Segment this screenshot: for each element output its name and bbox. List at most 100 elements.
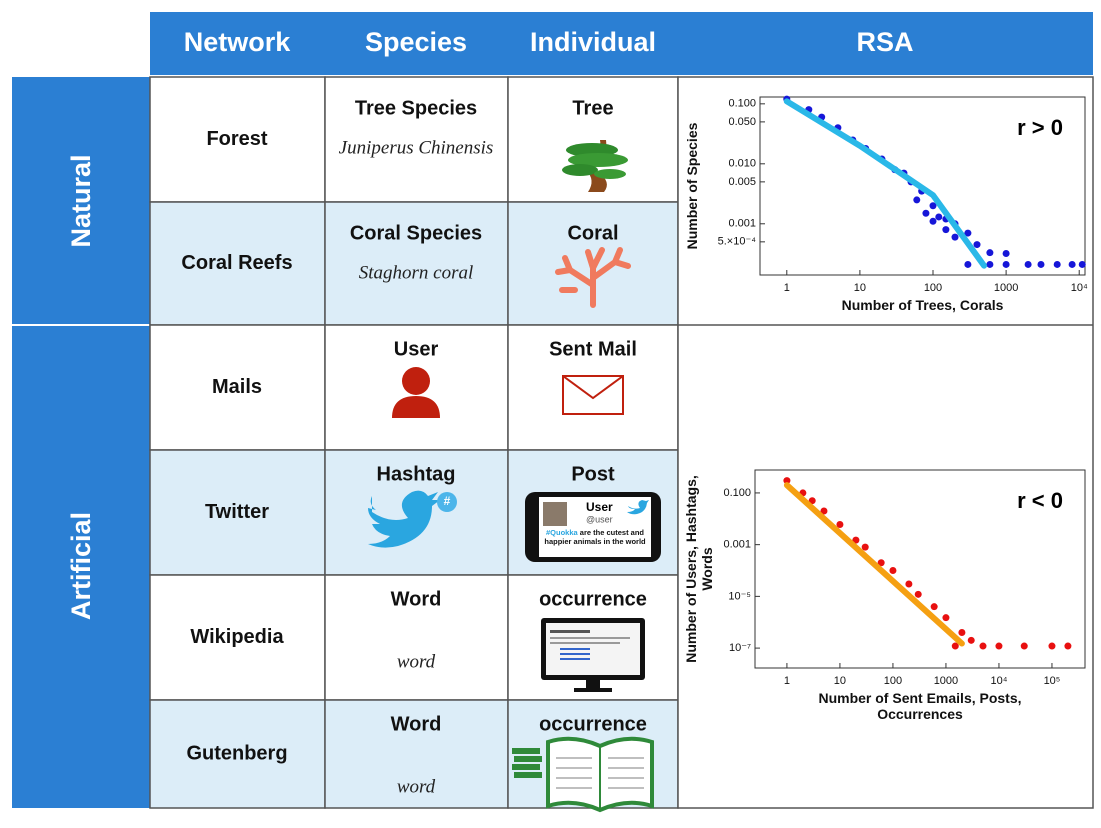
- x-axis-label: Number of Trees, Corals: [841, 297, 1004, 313]
- data-point: [913, 196, 921, 204]
- header-cell: Network: [184, 27, 292, 57]
- x-axis-label: Number of Sent Emails, Posts, Occurrence…: [818, 690, 1022, 722]
- header-cell: RSA: [856, 27, 913, 57]
- network-name: Mails: [212, 376, 262, 398]
- individual-name: Sent Mail: [549, 338, 637, 360]
- annotation: r > 0: [1017, 115, 1063, 140]
- species-example: word: [397, 776, 436, 797]
- data-point: [942, 614, 950, 622]
- data-point: [1068, 260, 1076, 268]
- x-tick-label: 100: [884, 675, 902, 687]
- data-point: [1064, 642, 1072, 650]
- header-cell: Individual: [530, 27, 656, 57]
- data-point: [929, 202, 937, 210]
- individual-name: Coral: [567, 222, 618, 244]
- data-point: [935, 213, 943, 221]
- y-tick-label: 0.100: [723, 487, 751, 499]
- y-tick-label: 0.001: [723, 539, 751, 551]
- individual-name: occurrence: [539, 713, 647, 735]
- y-tick-label: 10⁻⁵: [728, 590, 751, 602]
- x-axis-label-text: Number of Trees, Corals: [841, 297, 1004, 313]
- data-point: [1024, 260, 1032, 268]
- charts: 1 10 100 1000 10⁴ 0.100 0.050 0.010 0.005 0.001 5.…: [683, 95, 1088, 722]
- species-example: word: [397, 651, 436, 672]
- data-point: [905, 580, 913, 588]
- fit-line: [783, 482, 965, 647]
- y-axis-label: Number of Users, Hashtags, Words: [683, 475, 715, 663]
- data-point: [973, 241, 981, 249]
- rsa-cell: [677, 76, 1094, 809]
- data-point: [1048, 642, 1056, 650]
- y-tick-label: 0.050: [728, 116, 756, 128]
- data-point: [930, 603, 938, 611]
- monitor-icon: [541, 618, 645, 692]
- phone-icon: User @user #Quokka are the cutest and ha…: [525, 492, 661, 562]
- data-point: [967, 636, 975, 644]
- x-tick-label: 10: [834, 675, 846, 687]
- network-name: Forest: [206, 128, 267, 150]
- post-text: are the cutest and happier animals in th…: [544, 528, 646, 546]
- species-name: User: [394, 338, 439, 360]
- x-tick-label: 1: [784, 282, 790, 294]
- cell: [149, 449, 326, 576]
- bird-icon: #: [368, 490, 457, 548]
- data-point: [995, 642, 1003, 650]
- x-tick-label: 1000: [994, 282, 1018, 294]
- header-cell: Species: [365, 27, 467, 57]
- y-tick-label: 0.100: [728, 98, 756, 110]
- y-axis-label: Number of Species: [684, 123, 700, 250]
- x-tick-label: 10: [854, 282, 866, 294]
- data-point: [852, 536, 860, 544]
- post-body: #Quokka are the cutest and happier anima…: [544, 528, 646, 546]
- network-name: Wikipedia: [190, 626, 284, 648]
- tree-icon: [562, 140, 628, 192]
- individual-name: Tree: [572, 97, 613, 119]
- y-tick-label: 10⁻⁷: [729, 642, 751, 654]
- post-user: User: [586, 500, 613, 514]
- data-point: [979, 642, 987, 650]
- plot-frame: [759, 96, 1086, 276]
- data-point: [964, 229, 972, 237]
- data-point: [951, 642, 959, 650]
- data-point: [877, 559, 885, 567]
- network-name: Gutenberg: [186, 742, 287, 764]
- cell: [149, 201, 326, 326]
- y-tick-label: 0.010: [728, 158, 756, 170]
- post-handle: @user: [586, 514, 613, 524]
- species-name: Coral Species: [350, 222, 482, 244]
- data-point: [1020, 642, 1028, 650]
- y-tick-label: 0.005: [728, 176, 756, 188]
- cell: [149, 574, 326, 701]
- data-point: [964, 260, 972, 268]
- x-tick-label: 100: [924, 282, 942, 294]
- header-band: [150, 12, 1093, 75]
- cell: [324, 699, 509, 809]
- x-tick-label: 10⁴: [1071, 282, 1088, 294]
- group-label: Natural: [66, 154, 96, 247]
- x-axis-label-text: Number of Sent Emails, Posts, Occurrence…: [818, 690, 1022, 722]
- y-axis-label-text: Number of Users, Hashtags, Words: [683, 475, 715, 663]
- data-point: [783, 477, 791, 485]
- data-point: [1053, 260, 1061, 268]
- fit-line: [783, 98, 988, 269]
- coral-icon: [555, 247, 631, 308]
- species-example: Staghorn coral: [359, 262, 474, 283]
- y-tick-label: 0.001: [728, 218, 756, 230]
- plot-frame: [754, 469, 1086, 669]
- individual-name: Post: [571, 463, 615, 485]
- data-point: [914, 590, 922, 598]
- species-name: Tree Species: [355, 97, 477, 119]
- network-name: Coral Reefs: [181, 252, 292, 274]
- data-point: [942, 226, 950, 234]
- group-label: Artificial: [66, 512, 96, 620]
- data-point: [951, 233, 959, 241]
- y-tick-label: 5.×10⁻⁴: [718, 236, 757, 248]
- species-example: Juniperus Chinensis: [339, 137, 494, 158]
- data-point: [986, 249, 994, 257]
- species-name: Hashtag: [377, 463, 456, 485]
- network-name: Twitter: [205, 501, 269, 523]
- book-icon: [512, 736, 654, 813]
- data-point: [1078, 260, 1086, 268]
- data-point: [922, 209, 930, 217]
